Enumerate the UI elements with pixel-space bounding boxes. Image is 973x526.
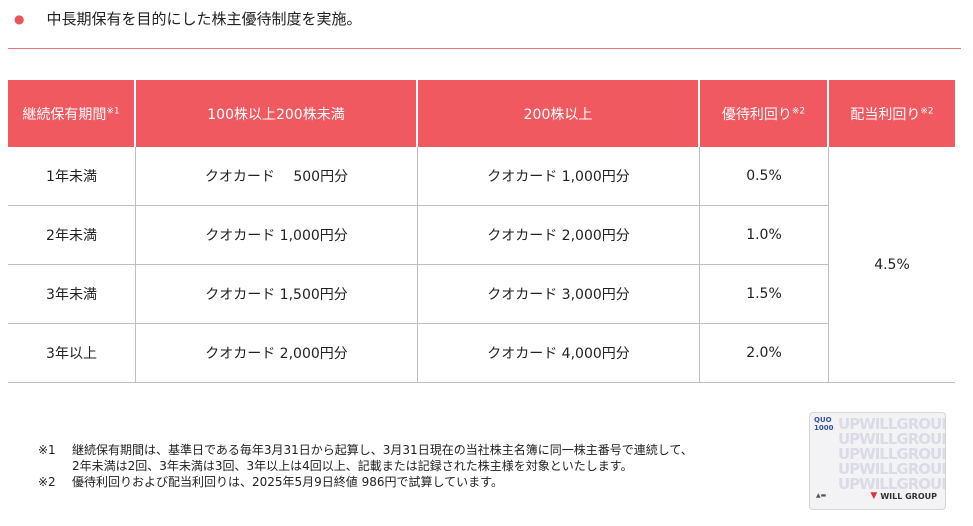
quo-logo: QUO 1000 bbox=[814, 416, 834, 432]
benefit-table: 継続保有期間※1 100株以上200株未満 200株以上 優待利回り※2 配当利… bbox=[8, 80, 955, 383]
heading-text: 中長期保有を目的にした株主優待制度を実施。 bbox=[46, 10, 362, 28]
cell-yield: 1.0% bbox=[700, 206, 829, 265]
table-row: 3年以上 クオカード 2,000円分 クオカード 4,000円分 2.0% bbox=[8, 324, 955, 383]
section-divider bbox=[8, 48, 961, 49]
will-group-logo-icon: ▼ bbox=[870, 491, 878, 501]
card-pattern: UPWILLGROUP UPWILLGROUP UPWILLGROUP UPWI… bbox=[838, 415, 946, 493]
cell-period: 3年以上 bbox=[8, 324, 136, 383]
cell-tier1: クオカード 500円分 bbox=[136, 147, 418, 206]
bullet-icon: ● bbox=[14, 11, 25, 26]
header-period: 継続保有期間※1 bbox=[8, 80, 136, 147]
footnote-1: ※1 継続保有期間は、基準日である毎年3月31日から起算し、3月31日現在の当社… bbox=[38, 443, 693, 457]
header-tier2: 200株以上 bbox=[418, 80, 700, 147]
header-dividend-yield: 配当利回り※2 bbox=[829, 80, 955, 147]
cell-dividend-yield: 4.5% bbox=[829, 147, 955, 383]
cell-tier2: クオカード 3,000円分 bbox=[418, 265, 700, 324]
cell-tier1: クオカード 1,000円分 bbox=[136, 206, 418, 265]
cell-period: 3年未満 bbox=[8, 265, 136, 324]
cell-tier2: クオカード 4,000円分 bbox=[418, 324, 700, 383]
table-row: 3年未満 クオカード 1,500円分 クオカード 3,000円分 1.5% bbox=[8, 265, 955, 324]
cell-yield: 2.0% bbox=[700, 324, 829, 383]
cell-period: 1年未満 bbox=[8, 147, 136, 206]
footnote-1-continuation: 2年未満は2回、3年未満は3回、3年以上は4回以上、記載または記録された株主様を… bbox=[72, 459, 633, 473]
cell-yield: 0.5% bbox=[700, 147, 829, 206]
cell-tier1: クオカード 2,000円分 bbox=[136, 324, 418, 383]
quo-card-image: UPWILLGROUP UPWILLGROUP UPWILLGROUP UPWI… bbox=[809, 412, 946, 510]
header-tier1: 100株以上200株未満 bbox=[136, 80, 418, 147]
cell-period: 2年未満 bbox=[8, 206, 136, 265]
footnote-2: ※2 優待利回りおよび配当利回りは、2025年5月9日終値 986円で試算してい… bbox=[38, 475, 503, 489]
card-small-mark: ▲▬ bbox=[816, 492, 827, 499]
header-benefit-yield: 優待利回り※2 bbox=[700, 80, 829, 147]
table-header-row: 継続保有期間※1 100株以上200株未満 200株以上 優待利回り※2 配当利… bbox=[8, 80, 955, 147]
footnotes: ※1 継続保有期間は、基準日である毎年3月31日から起算し、3月31日現在の当社… bbox=[38, 442, 693, 490]
table-row: 1年未満 クオカード 500円分 クオカード 1,000円分 0.5% 4.5% bbox=[8, 147, 955, 383]
cell-yield: 1.5% bbox=[700, 265, 829, 324]
cell-tier2: クオカード 1,000円分 bbox=[418, 147, 700, 206]
cell-tier2: クオカード 2,000円分 bbox=[418, 206, 700, 265]
will-group-brand: ▼ WILL GROUP bbox=[870, 491, 937, 501]
heading-bullet-line: ● 中長期保有を目的にした株主優待制度を実施。 bbox=[14, 8, 362, 29]
table-row: 2年未満 クオカード 1,000円分 クオカード 2,000円分 1.0% bbox=[8, 206, 955, 265]
cell-tier1: クオカード 1,500円分 bbox=[136, 265, 418, 324]
